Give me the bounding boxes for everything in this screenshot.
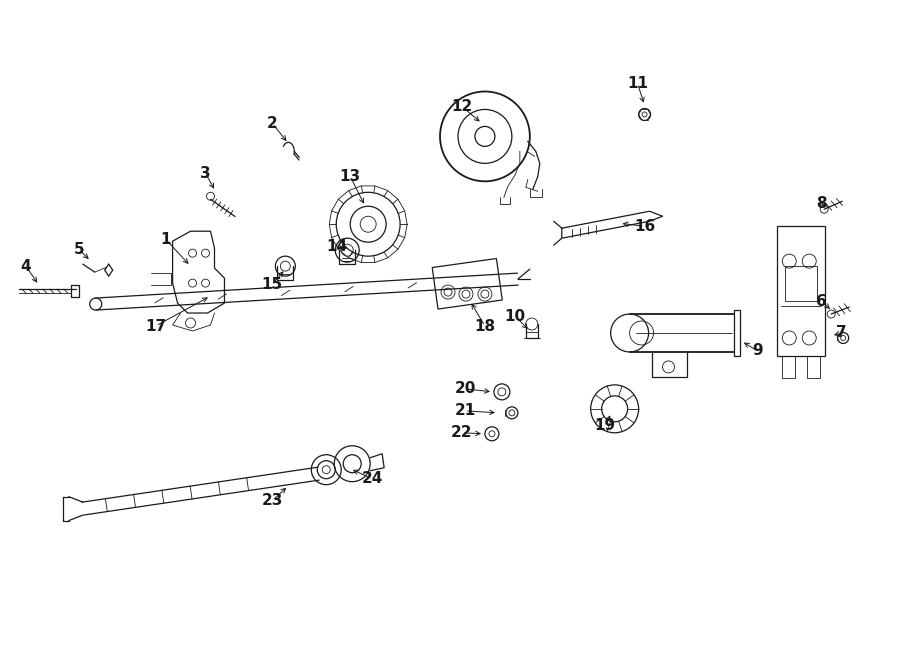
Text: 2: 2 xyxy=(267,116,278,131)
Text: 21: 21 xyxy=(454,403,475,418)
Text: 16: 16 xyxy=(634,219,655,234)
Text: 24: 24 xyxy=(362,471,382,486)
Text: 3: 3 xyxy=(200,166,211,181)
Text: 23: 23 xyxy=(262,493,284,508)
Text: 7: 7 xyxy=(836,325,847,340)
Text: 10: 10 xyxy=(504,309,526,323)
Text: 1: 1 xyxy=(160,232,171,247)
Text: 15: 15 xyxy=(262,276,283,292)
Text: 18: 18 xyxy=(474,319,496,334)
Text: 20: 20 xyxy=(454,381,476,397)
Text: 13: 13 xyxy=(339,169,361,184)
Bar xyxy=(432,258,502,309)
Bar xyxy=(786,266,817,301)
Text: 6: 6 xyxy=(815,293,826,309)
Text: 9: 9 xyxy=(752,344,762,358)
Text: 12: 12 xyxy=(451,99,472,114)
Bar xyxy=(734,310,741,356)
Text: 8: 8 xyxy=(816,196,826,211)
Text: 19: 19 xyxy=(594,418,616,434)
Text: 22: 22 xyxy=(451,425,472,440)
Bar xyxy=(778,226,825,356)
Text: 11: 11 xyxy=(627,76,648,91)
Text: 14: 14 xyxy=(327,239,347,254)
Text: 17: 17 xyxy=(145,319,166,334)
Text: 4: 4 xyxy=(21,258,32,274)
Text: 5: 5 xyxy=(74,242,84,256)
